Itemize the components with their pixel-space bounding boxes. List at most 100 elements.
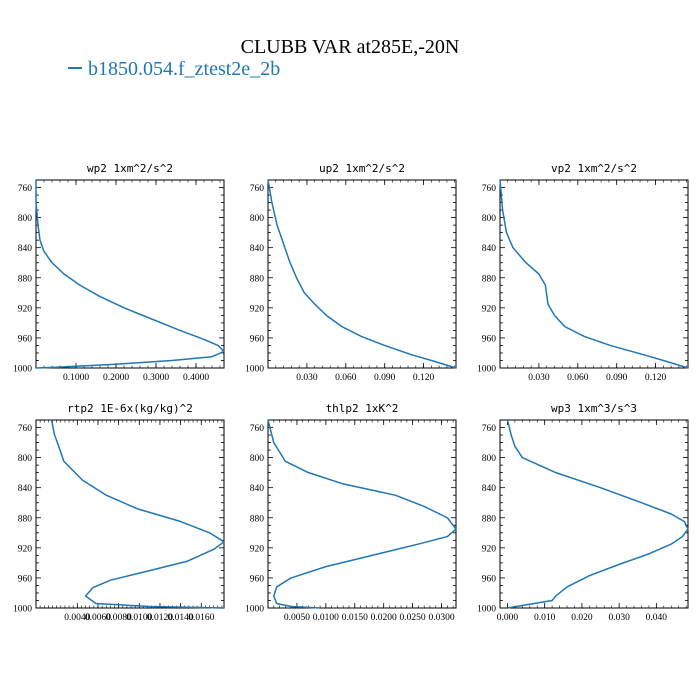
panel-title: rtp2 1E-6x(kg/kg)^2 xyxy=(67,402,193,415)
plot-frame xyxy=(499,419,689,609)
y-tick-label: 1000 xyxy=(477,605,496,615)
x-tick-label: 0.040 xyxy=(646,613,668,623)
plot-frame xyxy=(267,179,457,369)
y-tick-label: 880 xyxy=(18,274,33,284)
panel-2: up2 1xm^2/s^2 760 800 840 880 920 960 1000 0.030… xyxy=(245,162,457,383)
x-tick-label: 0.0250 xyxy=(400,613,426,623)
figure-title: CLUBB VAR at285E,-20N xyxy=(240,36,460,58)
y-tick-label: 840 xyxy=(482,244,497,254)
y-tick-label: 800 xyxy=(482,214,497,224)
x-tick-label: 0.4000 xyxy=(183,373,209,383)
x-tick-label: 0.000 xyxy=(497,613,519,623)
panel-title: up2 1xm^2/s^2 xyxy=(319,162,405,175)
y-tick-label: 760 xyxy=(482,184,497,194)
x-tick-label: 0.0100 xyxy=(126,613,152,623)
x-tick-label: 0.120 xyxy=(413,373,435,383)
x-tick-label: 0.0160 xyxy=(188,613,214,623)
x-tick-label: 0.030 xyxy=(608,613,630,623)
x-tick-label: 0.0150 xyxy=(342,613,368,623)
x-tick-label: 0.020 xyxy=(571,613,593,623)
series-line xyxy=(499,179,689,369)
panel-title: wp2 1xm^2/s^2 xyxy=(87,162,173,175)
legend-label: b1850.054.f_ztest2e_2b xyxy=(88,58,281,80)
x-tick-label: 0.3000 xyxy=(143,373,169,383)
y-tick-label: 760 xyxy=(18,424,33,434)
y-tick-label: 800 xyxy=(18,454,33,464)
y-tick-label: 960 xyxy=(482,574,497,584)
y-tick-label: 800 xyxy=(250,214,265,224)
y-tick-label: 880 xyxy=(18,514,33,524)
y-tick-label: 800 xyxy=(482,454,497,464)
panel-title: thlp2 1xK^2 xyxy=(326,402,399,415)
y-tick-label: 800 xyxy=(250,454,265,464)
panel-title: vp2 1xm^2/s^2 xyxy=(551,162,637,175)
x-tick-label: 0.0140 xyxy=(168,613,194,623)
series-line xyxy=(267,419,457,609)
y-tick-label: 840 xyxy=(250,244,265,254)
y-tick-label: 760 xyxy=(250,184,265,194)
plot-frame xyxy=(35,179,225,369)
y-tick-label: 1000 xyxy=(245,605,264,615)
series-line xyxy=(35,180,225,369)
y-tick-label: 800 xyxy=(18,214,33,224)
y-tick-label: 880 xyxy=(482,514,497,524)
y-tick-label: 840 xyxy=(18,244,33,254)
x-tick-label: 0.090 xyxy=(374,373,396,383)
y-tick-label: 960 xyxy=(250,334,265,344)
x-tick-label: 0.120 xyxy=(645,373,667,383)
x-tick-label: 0.0050 xyxy=(284,613,310,623)
y-tick-label: 960 xyxy=(18,574,33,584)
panel-4: rtp2 1E-6x(kg/kg)^2 760 800 840 880 920 960 100… xyxy=(13,402,225,623)
series-line xyxy=(267,179,457,369)
x-tick-label: 0.0040 xyxy=(64,613,90,623)
x-tick-label: 0.0100 xyxy=(313,613,339,623)
plot-frame xyxy=(35,419,225,609)
y-tick-label: 960 xyxy=(250,574,265,584)
y-tick-label: 920 xyxy=(250,304,265,314)
plot-frame xyxy=(499,179,689,369)
y-tick-label: 840 xyxy=(18,484,33,494)
x-tick-label: 0.010 xyxy=(534,613,556,623)
y-tick-label: 1000 xyxy=(13,605,32,615)
legend: b1850.054.f_ztest2e_2b xyxy=(68,58,280,81)
y-tick-label: 960 xyxy=(482,334,497,344)
y-tick-label: 840 xyxy=(482,484,497,494)
series-line xyxy=(506,419,689,609)
series-line xyxy=(50,419,225,609)
y-tick-label: 840 xyxy=(250,484,265,494)
y-tick-label: 1000 xyxy=(477,365,496,375)
y-tick-label: 960 xyxy=(18,334,33,344)
y-tick-label: 880 xyxy=(250,274,265,284)
y-tick-label: 920 xyxy=(250,544,265,554)
x-tick-label: 0.030 xyxy=(528,373,550,383)
y-tick-label: 1000 xyxy=(245,365,264,375)
y-tick-label: 880 xyxy=(482,274,497,284)
x-tick-label: 0.060 xyxy=(567,373,589,383)
y-tick-label: 760 xyxy=(250,424,265,434)
legend-swatch xyxy=(68,67,82,70)
x-tick-label: 0.060 xyxy=(335,373,357,383)
x-tick-label: 0.0300 xyxy=(428,613,454,623)
y-tick-label: 920 xyxy=(482,544,497,554)
panel-title: wp3 1xm^3/s^3 xyxy=(551,402,637,415)
x-tick-label: 0.030 xyxy=(296,373,318,383)
y-tick-label: 920 xyxy=(18,304,33,314)
plot-frame xyxy=(267,419,457,609)
y-tick-label: 760 xyxy=(482,424,497,434)
x-tick-label: 0.0120 xyxy=(147,613,173,623)
y-tick-label: 920 xyxy=(18,544,33,554)
y-tick-label: 920 xyxy=(482,304,497,314)
x-tick-label: 0.090 xyxy=(606,373,628,383)
x-tick-label: 0.0200 xyxy=(371,613,397,623)
x-tick-label: 0.1000 xyxy=(63,373,89,383)
panel-6: wp3 1xm^3/s^3 760 800 840 880 920 960 10000.000… xyxy=(477,402,689,623)
x-tick-label: 0.2000 xyxy=(103,373,129,383)
y-tick-label: 760 xyxy=(18,184,33,194)
panel-1: wp2 1xm^2/s^2 760 800 840 880 920 960 1000 0.100… xyxy=(13,162,225,383)
y-tick-label: 880 xyxy=(250,514,265,524)
x-tick-label: 0.0060 xyxy=(85,613,111,623)
panel-3: vp2 1xm^2/s^2 760 800 840 880 920 960 1000 0.030… xyxy=(477,162,689,383)
y-tick-label: 1000 xyxy=(13,365,32,375)
